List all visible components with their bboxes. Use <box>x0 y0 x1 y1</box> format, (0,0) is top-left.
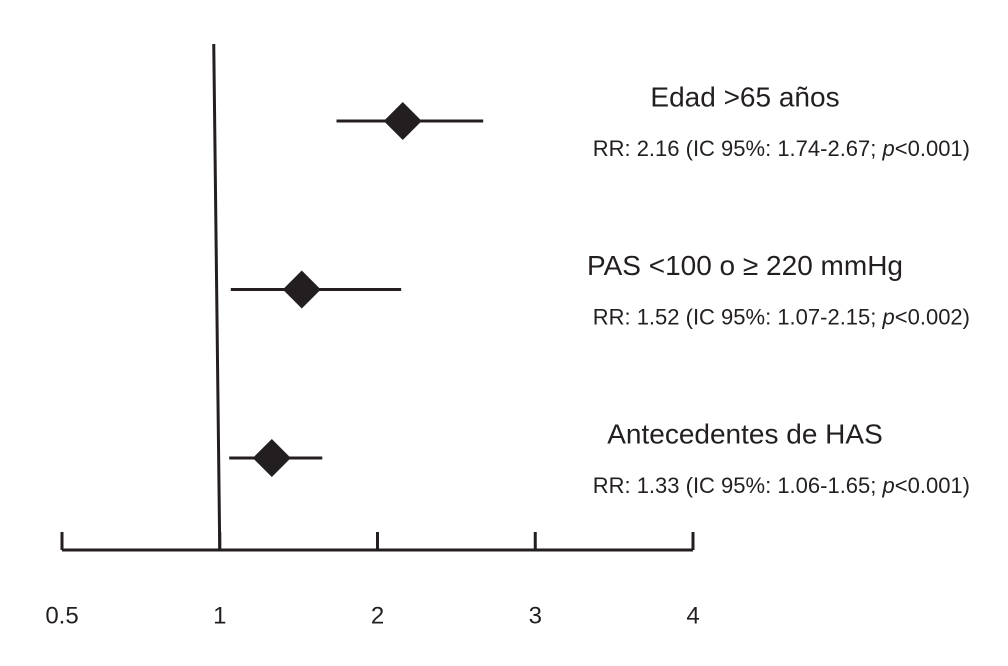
stat-part: <0.002) <box>895 304 970 329</box>
stat-part: RR: 1.52 (IC 95%: 1.07-2.15; <box>593 304 883 329</box>
row-label: Edad >65 años <box>650 81 839 112</box>
point-estimate <box>282 270 321 309</box>
x-tick-label: 0.5 <box>45 602 78 629</box>
point-estimate <box>252 439 291 477</box>
x-tick-label: 3 <box>529 602 542 629</box>
stat-part: p <box>882 473 895 498</box>
stat-part: p <box>882 304 895 329</box>
reference-line <box>212 43 222 551</box>
stat-part: p <box>882 136 895 161</box>
x-tick-label: 1 <box>213 602 226 629</box>
stat-part: RR: 1.33 (IC 95%: 1.06-1.65; <box>593 473 883 498</box>
x-tick-label: 4 <box>686 602 699 629</box>
point-estimate <box>383 102 422 140</box>
row-stat: RR: 2.16 (IC 95%: 1.74-2.67; p<0.001) <box>593 136 970 161</box>
stat-part: <0.001) <box>895 136 970 161</box>
row-label: Antecedentes de HAS <box>607 418 883 449</box>
row-stat: RR: 1.33 (IC 95%: 1.06-1.65; p<0.001) <box>593 473 970 498</box>
stat-part: <0.001) <box>895 473 970 498</box>
row-label: PAS <100 o ≥ 220 mmHg <box>587 250 903 281</box>
x-tick-label: 2 <box>371 602 384 629</box>
row-stat: RR: 1.52 (IC 95%: 1.07-2.15; p<0.002) <box>593 304 970 329</box>
stat-part: RR: 2.16 (IC 95%: 1.74-2.67; <box>593 136 883 161</box>
